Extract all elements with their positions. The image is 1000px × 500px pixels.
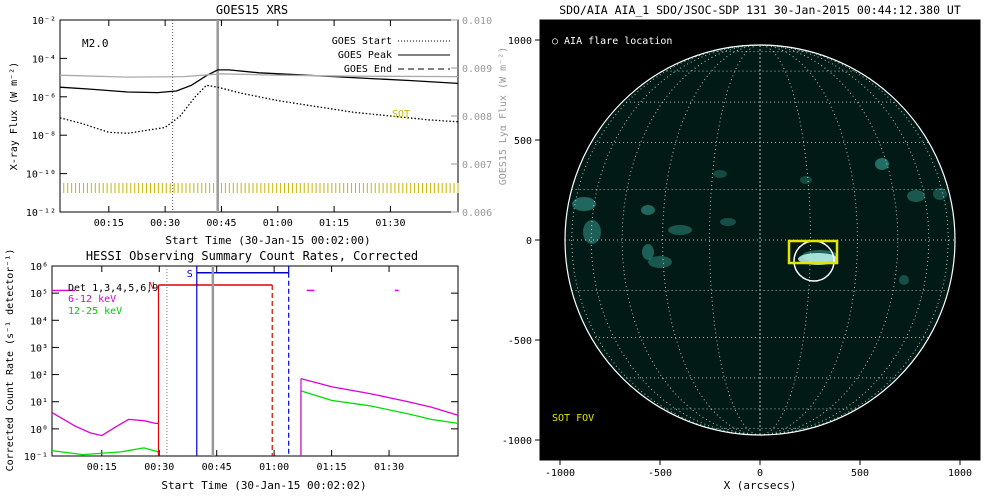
hessi-xlabel: Start Time (30-Jan-15 00:02:02): [161, 479, 366, 492]
aia-title: SDO/AIA AIA_1 SDO/JSOC-SDP 131 30-Jan-20…: [559, 3, 961, 17]
goes-ylabel-right: GOES15 Lyα Flux (W m⁻²): [498, 47, 509, 185]
goes-ytick-right-label: 0.009: [462, 64, 492, 75]
solar-disk: [565, 45, 955, 435]
active-region: [641, 205, 655, 215]
aia-ytick-label: 500: [514, 136, 532, 147]
aia-xtick-label: -500: [648, 468, 672, 479]
hessi-ytick-label: 10⁶: [30, 262, 48, 273]
aia-ytick-label: -1000: [502, 436, 532, 447]
sot-fov-box: [787, 239, 839, 265]
hessi-ytick-label: 10¹: [30, 398, 48, 409]
active-region: [899, 275, 909, 285]
goes-xtick-label: 01:15: [319, 218, 349, 229]
hessi-legend-high: 12-25 keV: [68, 306, 122, 317]
goes-series-xrs-long: [59, 69, 459, 94]
active-region: [800, 176, 812, 184]
hessi-legend-low: 6-12 keV: [68, 294, 116, 305]
aia-xtick-label: 0: [757, 468, 763, 479]
goes-ytick-label: 10⁻⁴: [32, 54, 56, 65]
goes-ylabel: X-ray Flux (W m⁻²): [9, 62, 20, 170]
goes-xlabel: Start Time (30-Jan-15 00:02:00): [165, 234, 370, 247]
hessi-series-6-12-keV: [51, 377, 459, 437]
goes-ytick-label: 10⁻¹⁰: [26, 170, 56, 181]
hessi-frame: [51, 265, 459, 457]
goes-xtick-label: 00:30: [150, 218, 180, 229]
aia-flare-legend: ○ AIA flare location: [552, 36, 672, 47]
legend-goes-end: GOES End: [344, 64, 392, 75]
active-region: [875, 158, 889, 170]
active-region: [907, 190, 925, 202]
goes-ytick-label: 10⁻⁶: [32, 93, 56, 104]
active-region: [572, 197, 596, 211]
aia-ytick-label: -500: [508, 336, 532, 347]
goes-title: GOES15 XRS: [216, 3, 288, 17]
active-region: [583, 220, 601, 244]
hessi-xtick-label: 00:45: [202, 462, 232, 473]
active-regions: [572, 158, 947, 285]
aia-sot-legend: SOT FOV: [552, 413, 594, 424]
hessi-ytick-label: 10²: [30, 371, 48, 382]
solar-limb: [564, 44, 956, 436]
goes-ytick-right-label: 0.007: [462, 160, 492, 171]
hessi-night-label: N: [148, 281, 154, 292]
aia-xtick-label: 500: [851, 468, 869, 479]
goes-flare-class: M2.0: [82, 37, 109, 50]
aia-ytick-label: 1000: [508, 36, 532, 47]
hessi-xtick-label: 01:15: [317, 462, 347, 473]
hessi-legend-title: Det 1,3,4,5,6,9: [68, 283, 158, 294]
hessi-ytick-label: 10⁻¹: [24, 452, 48, 463]
goes-ytick-label: 10⁻²: [32, 16, 56, 27]
goes-series-lyman-alpha: [59, 73, 459, 78]
goes-xrs-chart: GOES15 XRS 00:15 00:30 00:45 01:00 01:15 01:3…: [9, 3, 509, 247]
longitude-line: [661, 44, 761, 436]
goes-ytick-right-label: 0.010: [462, 16, 492, 27]
hessi-saa-label: S: [187, 269, 193, 280]
goes-legend: GOES Start GOES Peak GOES End: [332, 36, 450, 75]
aia-xtick-label: -1000: [545, 468, 575, 479]
legend-goes-start: GOES Start: [332, 36, 392, 47]
aia-xtick-label: 1000: [948, 468, 972, 479]
hessi-ytick-label: 10⁵: [30, 289, 48, 300]
hessi-xtick-label: 00:30: [144, 462, 174, 473]
hessi-xtick-label: 01:00: [259, 462, 289, 473]
hessi-count-rate-chart: HESSI Observing Summary Count Rates, Cor…: [5, 249, 459, 492]
active-region: [648, 256, 672, 268]
goes-xtick-label: 01:00: [263, 218, 293, 229]
goes-series-xrs-short: [59, 84, 459, 134]
goes-ytick-right-label: 0.006: [462, 208, 492, 219]
active-region: [720, 218, 736, 226]
aia-image-panel: SDO/AIA AIA_1 SDO/JSOC-SDP 131 30-Jan-20…: [502, 3, 981, 492]
goes-sot-label: SOT: [392, 109, 410, 120]
legend-goes-peak: GOES Peak: [338, 50, 392, 61]
active-region: [642, 244, 654, 260]
aia-xlabel: X (arcsecs): [724, 479, 797, 492]
goes-ytick-label: 10⁻⁸: [32, 131, 56, 142]
hessi-ylabel: Corrected Count Rate (s⁻¹ detector⁻¹): [5, 249, 16, 472]
goes-xtick-label: 00:15: [94, 218, 124, 229]
hessi-series-12-25-keV: [51, 390, 459, 456]
goes-ytick-right-label: 0.008: [462, 112, 492, 123]
longitude-line: [759, 44, 859, 436]
hessi-xtick-label: 00:15: [87, 462, 117, 473]
goes-xtick-label: 01:30: [375, 218, 405, 229]
heliographic-grid: [565, 44, 955, 436]
active-region: [713, 170, 727, 178]
hessi-title: HESSI Observing Summary Count Rates, Cor…: [86, 249, 418, 263]
active-region: [668, 225, 692, 235]
goes-ytick-label: 10⁻¹²: [26, 208, 56, 219]
hessi-xtick-label: 01:30: [374, 462, 404, 473]
hessi-ytick-label: 10⁰: [30, 425, 48, 436]
hessi-ytick-label: 10⁴: [30, 316, 48, 327]
hessi-ytick-label: 10³: [30, 343, 48, 354]
aia-ytick-label: 0: [526, 236, 532, 247]
goes-xtick-label: 00:45: [206, 218, 236, 229]
